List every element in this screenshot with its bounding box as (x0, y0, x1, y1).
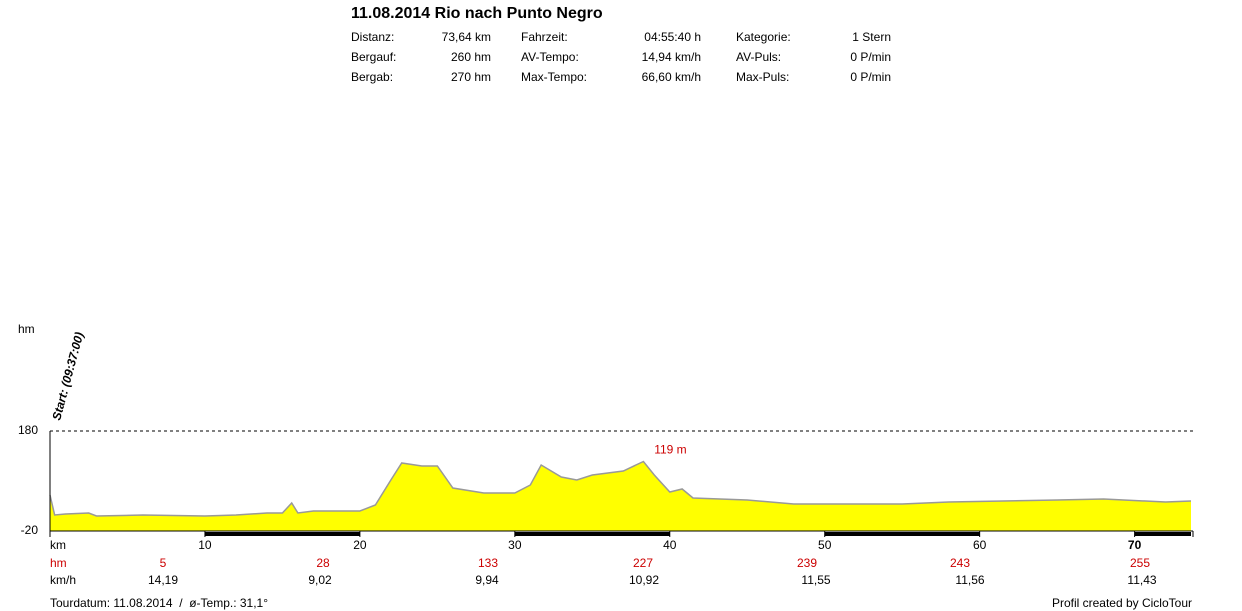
elevation-area (50, 461, 1191, 531)
x-tick-label: 70 (1128, 538, 1142, 552)
start-label: Start: (09:37:00) (49, 331, 86, 422)
row-value: 243 (950, 556, 970, 570)
title: 11.08.2014 Rio nach Punto Negro (351, 5, 603, 22)
row-value: 227 (633, 556, 653, 570)
stat-value: 0 P/min (850, 70, 891, 84)
x-tick-label: 10 (198, 538, 212, 552)
row-value: 11,56 (955, 573, 984, 587)
stat-value: 14,94 km/h (642, 50, 701, 64)
x-tick-label: 60 (973, 538, 987, 552)
stat-value: 0 P/min (850, 50, 891, 64)
footer-right: Profil created by CicloTour (1052, 596, 1192, 610)
x-tick-label: 30 (508, 538, 522, 552)
row-value: 255 (1130, 556, 1150, 570)
row-value: 28 (316, 556, 330, 570)
stat-label: Max-Puls: (736, 70, 789, 84)
stat-value: 04:55:40 h (644, 30, 701, 44)
stat-value: 66,60 km/h (642, 70, 701, 84)
stat-value: 1 Stern (852, 30, 891, 44)
x-tick-label: 20 (353, 538, 367, 552)
km-band (824, 532, 980, 536)
row-value: 239 (797, 556, 817, 570)
x-tick-label: 40 (663, 538, 677, 552)
row-value: 9,94 (475, 573, 499, 587)
row-value: 5 (160, 556, 167, 570)
stat-value: 270 hm (451, 70, 491, 84)
row-value: 9,02 (308, 573, 332, 587)
annotation: 119 m (654, 443, 686, 457)
stat-label: Distanz: (351, 30, 394, 44)
elevation-line (49, 460, 1192, 517)
stat-label: Bergauf: (351, 50, 396, 64)
stat-label: Max-Tempo: (521, 70, 587, 84)
stat-label: AV-Puls: (736, 50, 781, 64)
stat-label: Kategorie: (736, 30, 791, 44)
row-value: 11,55 (801, 573, 830, 587)
stat-label: Fahrzeit: (521, 30, 568, 44)
row-value: 14,19 (148, 573, 178, 587)
row-label: km/h (50, 573, 76, 587)
stat-label: Bergab: (351, 70, 393, 84)
stat-value: 73,64 km (442, 30, 491, 44)
y-axis-label: hm (18, 322, 35, 336)
stat-value: 260 hm (451, 50, 491, 64)
km-band (1134, 532, 1191, 536)
footer-left: Tourdatum: 11.08.2014 / ø-Temp.: 31,1° (50, 596, 268, 610)
row-value: 10,92 (629, 573, 659, 587)
km-band (514, 532, 670, 536)
stat-label: AV-Tempo: (521, 50, 579, 64)
row-value: 11,43 (1127, 573, 1156, 587)
y-tick-label: -20 (21, 523, 39, 537)
km-band (204, 532, 360, 536)
y-tick-label: 180 (18, 423, 38, 437)
row-value: 133 (478, 556, 498, 570)
x-axis-label: km (50, 538, 66, 552)
row-label: hm (50, 556, 67, 570)
x-tick-label: 50 (818, 538, 832, 552)
